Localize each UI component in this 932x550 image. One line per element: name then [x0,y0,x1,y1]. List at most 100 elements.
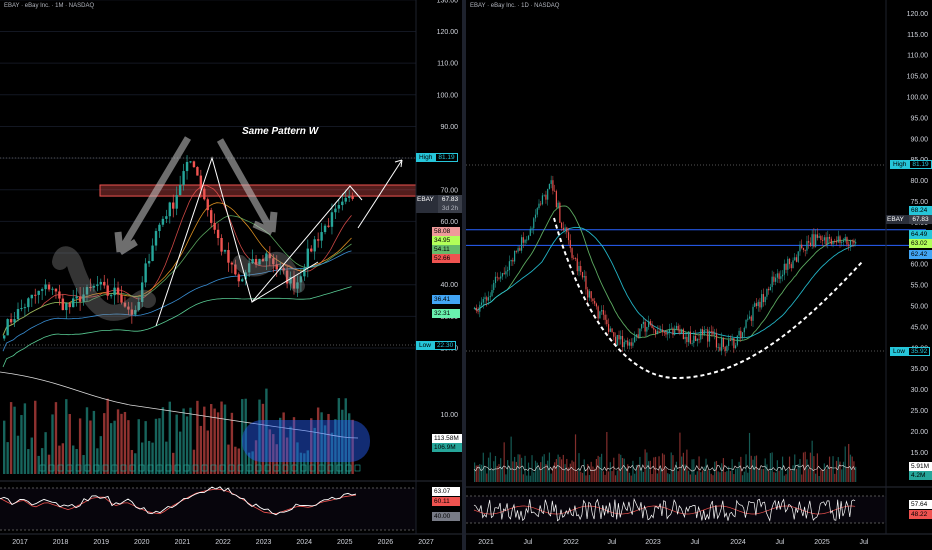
candle-body [82,294,85,302]
candle-body [477,310,479,312]
left-chart-canvas[interactable]: 130.00120.00110.00100.0090.0080.0070.006… [0,0,462,550]
candle-body [832,241,834,245]
volume-bar [3,420,6,474]
volume-bar [714,461,716,482]
volume-bar [120,413,123,474]
volume-bar [674,468,676,482]
volume-bar [351,419,354,474]
candle-body [653,327,655,330]
candle-body [705,329,707,331]
rsi-band [466,496,886,523]
candle-body [192,161,196,168]
right-ticker-tag: EBAY [886,215,909,224]
candle-body [616,334,618,346]
volume-bar [40,448,44,474]
value-tag: 63.02 [909,239,932,248]
volume-bar [552,466,554,482]
volume-bar [801,474,803,482]
candle-body [675,325,678,329]
volume-bar [590,461,592,482]
volume-bar [607,471,610,482]
price-tick-label: 70.00 [440,187,458,194]
candle-body [517,248,519,252]
volume-bar [587,464,589,482]
candle-body [815,234,817,247]
candle-body [710,331,712,332]
volume-bar [795,468,798,482]
volume-bar [625,467,627,482]
volume-bar [306,450,309,474]
volume-bar [134,453,137,474]
volume-bar [75,448,78,474]
volume-bar [520,457,523,482]
candle-body [684,336,686,340]
price-tick-label: 130.00 [437,0,459,4]
left-chart-header: EBAY · eBay Inc. · 1M · NASDAQ [4,3,95,9]
right-chart-pane[interactable]: EBAY · eBay Inc. · 1D · NASDAQ 120.00 115… [466,0,932,550]
candle-body [768,288,770,291]
candle-body [37,290,40,295]
candle-body [649,321,651,325]
candle-body [691,343,693,344]
candle-body [533,218,535,229]
right-chart-canvas[interactable]: 120.00 115.00 110.00 105.00 100.00 95.00 90.00… [466,0,932,550]
volume-bar [776,460,778,482]
candle-body [320,232,323,241]
volume-bar [783,475,785,482]
volume-bar [320,412,323,474]
volume-bar [206,430,209,474]
volume-bar [581,472,584,482]
volume-bar [116,409,120,474]
price-tick-label: 30.00 [910,387,928,394]
candle-body [196,167,199,176]
volume-bar [545,464,547,482]
candle-body [808,241,810,243]
volume-bar [96,448,99,474]
volume-bar [292,417,296,474]
volume-bar [649,460,651,482]
candle-body [272,258,275,265]
value-tag: 64.49 [909,230,932,239]
candle-body [554,190,556,192]
candle-body [158,224,161,232]
candle-body [220,238,223,252]
volume-bar [592,466,594,482]
volume-bar [538,468,540,482]
candle-body [507,270,509,272]
volume-bar [574,434,577,482]
event-marker [57,464,64,472]
event-marker [183,464,190,472]
volume-bar [715,460,718,482]
volume-bar [168,401,171,474]
volume-bar [656,473,658,482]
candle-body [811,234,813,246]
event-marker [48,464,55,472]
volume-bar [230,412,234,474]
candle-body [23,307,27,309]
time-tick-label: 2020 [134,539,150,546]
candle-body [816,234,818,238]
candle-body [161,218,165,225]
candle-body [825,237,827,245]
volume-bar [848,443,850,482]
candle-body [780,276,782,279]
volume-bar [642,471,644,482]
volume-bar [675,461,678,482]
candle-body [635,334,638,337]
pane-divider[interactable] [462,0,466,550]
price-tick-label: 90.00 [440,124,458,131]
moving-average-line [473,205,856,342]
left-chart-pane[interactable]: EBAY · eBay Inc. · 1M · NASDAQ 130.00 120… [0,0,464,550]
volume-bar [769,453,771,482]
candle-body [526,239,528,241]
candle-body [573,257,575,259]
candle-body [721,338,723,351]
candle-body [547,188,549,200]
volume-bar [661,453,664,482]
candle-body [792,260,794,269]
volume-bar [61,443,65,474]
volume-bar [192,449,196,474]
candle-body [480,302,483,305]
candle-body [804,249,806,251]
price-tick-label: 120.00 [437,29,459,36]
